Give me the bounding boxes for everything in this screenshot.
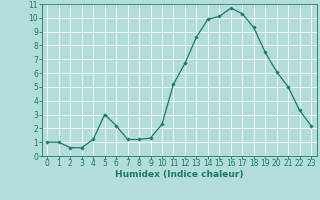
X-axis label: Humidex (Indice chaleur): Humidex (Indice chaleur) bbox=[115, 170, 244, 179]
